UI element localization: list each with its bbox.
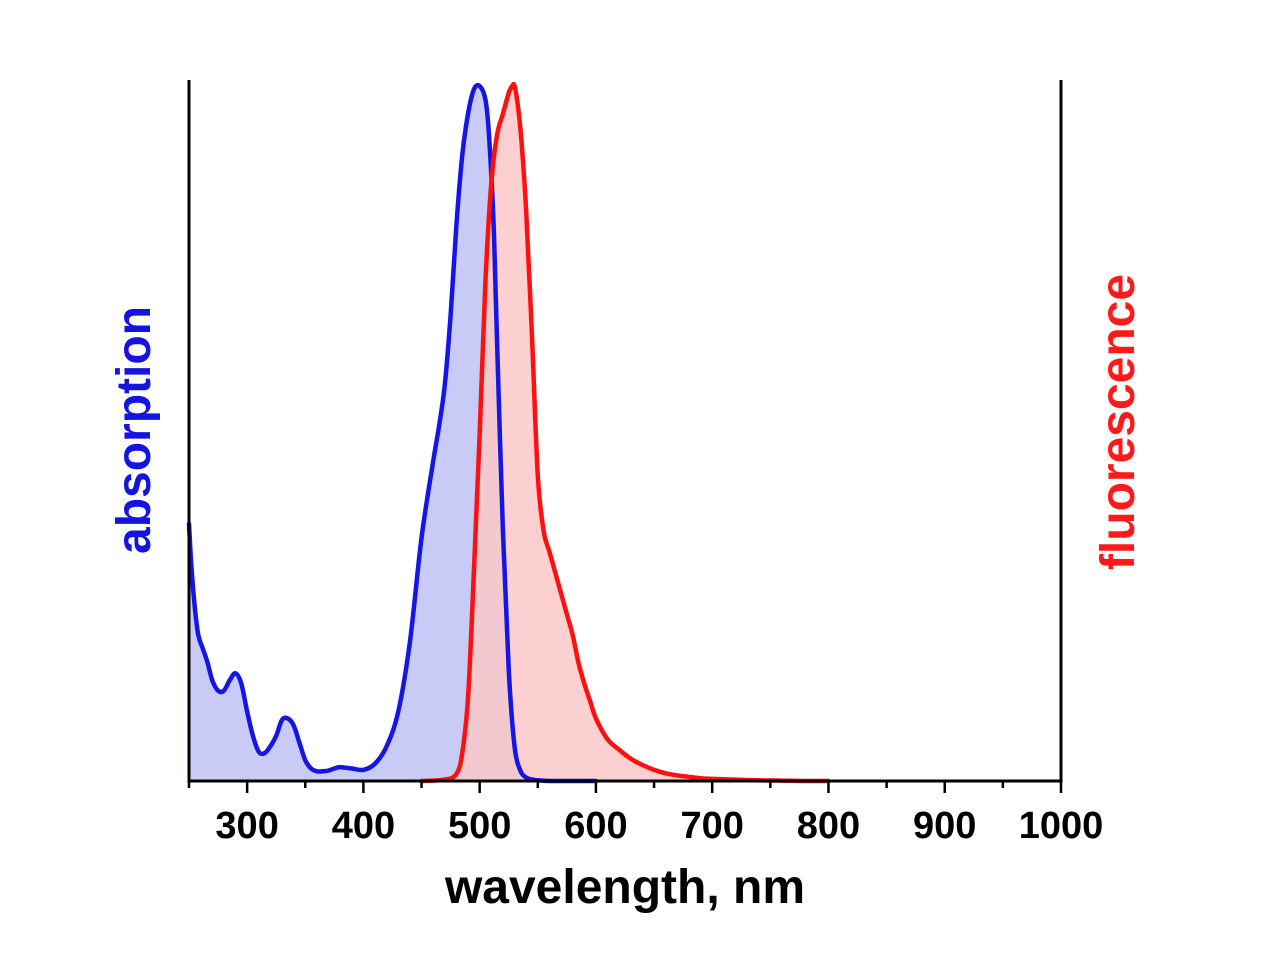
x-tick-label: 700 bbox=[680, 805, 743, 847]
x-axis-title: wavelength, nm bbox=[444, 861, 805, 914]
absorption-line bbox=[186, 82, 599, 784]
x-tick-label: 900 bbox=[913, 805, 976, 847]
axes: 300 400 500 600 700 800 900 1000 bbox=[187, 80, 1104, 847]
right-axis-title: fluorescence bbox=[1092, 274, 1145, 570]
fluorescence-line bbox=[419, 81, 831, 784]
x-tick-label: 600 bbox=[564, 805, 627, 847]
x-tick-label: 300 bbox=[215, 805, 278, 847]
plot-area bbox=[186, 81, 831, 784]
left-axis-title: absorption bbox=[108, 306, 161, 554]
x-tick-label: 1000 bbox=[1019, 805, 1104, 847]
fluorescence-area bbox=[421, 84, 829, 782]
x-tick-label: 800 bbox=[797, 805, 860, 847]
x-tick-label: 400 bbox=[332, 805, 395, 847]
x-tick-label: 500 bbox=[448, 805, 511, 847]
